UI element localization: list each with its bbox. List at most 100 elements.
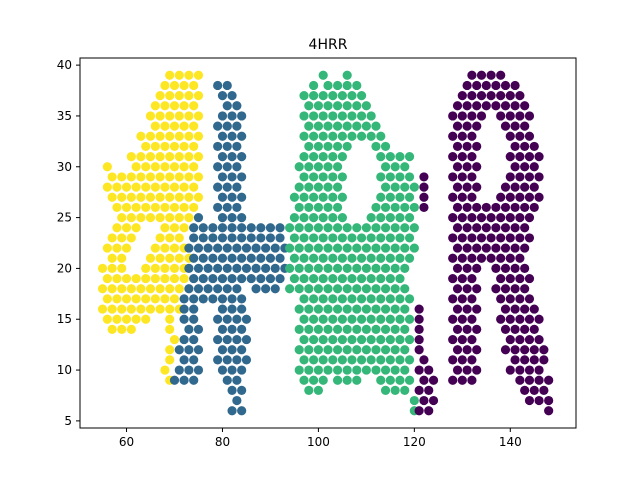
point-series-2-248	[304, 324, 314, 334]
point-series-2-256	[380, 324, 391, 334]
point-series-2-115	[376, 212, 386, 223]
point-series-0-69	[112, 182, 122, 192]
point-series-3-6	[481, 80, 491, 91]
point-series-1-155	[217, 365, 228, 375]
point-series-2-203	[332, 284, 343, 294]
point-series-2-226	[323, 304, 333, 314]
point-series-2-310	[332, 375, 343, 385]
point-series-2-290	[366, 355, 376, 365]
point-series-2-272	[304, 345, 314, 355]
point-series-2-142	[376, 233, 386, 243]
point-series-0-62	[145, 172, 156, 182]
point-series-3-173	[500, 304, 511, 314]
point-series-1-66	[241, 243, 252, 253]
point-series-1-33	[213, 202, 223, 213]
point-series-0-22	[184, 111, 194, 121]
point-series-1-81	[184, 263, 194, 274]
point-series-2-230	[361, 304, 371, 314]
point-series-2-216	[347, 294, 357, 304]
point-series-2-88	[289, 192, 300, 202]
point-series-1-161	[222, 375, 232, 385]
point-series-0-11	[184, 91, 194, 101]
point-series-0-109	[169, 223, 180, 233]
point-series-1-164	[237, 385, 247, 395]
point-series-2-220	[385, 294, 395, 304]
point-series-2-87	[409, 182, 419, 192]
point-series-0-14	[160, 101, 170, 111]
point-series-1-162	[232, 375, 242, 385]
point-series-1-109	[261, 284, 271, 294]
point-series-3-208	[520, 345, 530, 355]
point-series-3-185	[534, 314, 544, 324]
point-series-3-136	[476, 253, 487, 263]
point-series-2-279	[371, 345, 381, 355]
point-series-3-210	[539, 345, 549, 355]
point-series-2-80	[304, 182, 314, 192]
point-series-3-129	[491, 243, 501, 253]
point-series-2-205	[352, 284, 362, 294]
point-series-3-239	[520, 385, 530, 395]
point-series-0-168	[126, 304, 136, 314]
point-series-1-86	[232, 263, 242, 274]
point-series-0-64	[165, 172, 175, 182]
point-series-3-119	[476, 233, 487, 243]
point-series-0-156	[174, 284, 184, 294]
point-series-2-182	[371, 263, 381, 274]
point-series-1-160	[189, 375, 199, 385]
point-series-1-75	[227, 253, 237, 263]
point-series-0-134	[141, 263, 151, 274]
point-series-2-315	[395, 375, 405, 385]
point-series-2-1	[342, 70, 352, 80]
point-series-2-221	[395, 294, 405, 304]
point-series-1-25	[227, 172, 237, 182]
point-series-2-280	[380, 345, 391, 355]
point-series-0-183	[165, 324, 175, 334]
point-series-2-74	[337, 172, 347, 182]
point-series-3-20	[481, 101, 491, 111]
point-series-3-139	[505, 253, 515, 263]
point-series-3-163	[457, 294, 467, 304]
point-series-0-85	[174, 192, 184, 202]
point-series-2-212	[309, 294, 319, 304]
point-series-3-246	[544, 395, 554, 406]
point-series-2-165	[337, 253, 347, 263]
point-series-0-151	[126, 284, 136, 294]
point-series-3-17	[452, 101, 463, 111]
point-series-0-87	[193, 192, 204, 202]
point-series-2-154	[361, 243, 371, 253]
point-series-2-188	[309, 273, 319, 284]
point-series-1-57	[256, 233, 266, 243]
point-series-3-184	[524, 314, 535, 324]
point-series-2-79	[294, 182, 304, 192]
point-series-2-32	[332, 121, 343, 131]
point-series-0-82	[145, 192, 156, 202]
point-series-1-63	[213, 243, 223, 253]
point-series-2-158	[400, 243, 410, 253]
point-series-2-291	[376, 355, 386, 365]
point-series-1-15	[213, 141, 223, 152]
point-series-3-102	[476, 212, 487, 223]
point-series-0-5	[169, 80, 180, 91]
point-series-2-30	[313, 121, 324, 131]
point-series-2-63	[304, 162, 314, 172]
point-series-0-3	[193, 70, 204, 80]
point-series-2-268	[385, 334, 395, 345]
point-series-0-154	[155, 284, 165, 294]
point-series-2-105	[390, 202, 400, 213]
point-series-0-161	[141, 294, 151, 304]
point-series-0-53	[150, 162, 160, 172]
point-series-1-67	[251, 243, 261, 253]
point-series-1-36	[193, 212, 204, 223]
point-series-3-182	[505, 314, 515, 324]
point-series-2-61	[404, 152, 415, 162]
point-series-0-51	[131, 162, 141, 172]
point-series-3-147	[520, 263, 530, 274]
point-series-0-54	[160, 162, 170, 172]
point-series-3-211	[419, 355, 429, 365]
point-series-2-85	[390, 182, 400, 192]
point-series-3-35	[472, 121, 482, 131]
point-series-1-141	[184, 345, 194, 355]
point-series-2-305	[390, 365, 400, 375]
point-series-3-67	[467, 172, 477, 182]
point-series-2-244	[385, 314, 395, 324]
